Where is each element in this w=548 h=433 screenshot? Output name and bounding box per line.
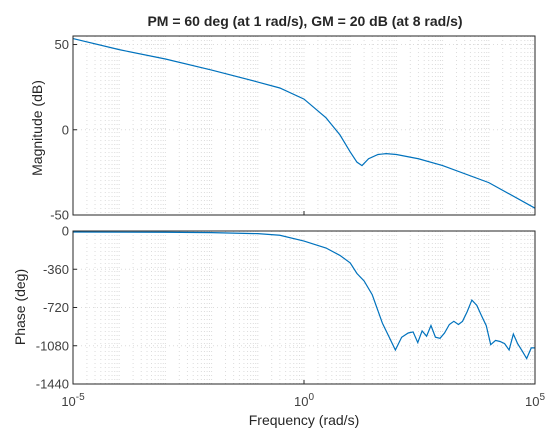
y-tick-label: -1440 <box>36 377 69 392</box>
phase-series-line <box>72 231 535 360</box>
y-tick-label: 0 <box>62 122 69 137</box>
phase-y-axis-label: Phase (deg) <box>12 269 28 345</box>
x-tick-label: 105 <box>525 392 545 409</box>
y-tick-label: -720 <box>43 300 69 315</box>
magnitude-grid <box>72 36 536 216</box>
x-tick-label: 10-5 <box>61 392 85 409</box>
magnitude-axes-box <box>72 35 536 216</box>
y-tick-label: 50 <box>55 37 69 52</box>
magnitude-y-ticks: 50 0 -50 <box>50 37 77 223</box>
phase-y-ticks: 0 -360 -720 -1080 -1440 <box>36 224 77 392</box>
y-tick-label: -1080 <box>36 338 69 353</box>
y-tick-label: -50 <box>50 208 69 223</box>
x-ticks: 10-5 100 105 <box>61 211 545 409</box>
x-axis-label: Frequency (rad/s) <box>249 412 359 428</box>
phase-grid <box>72 230 536 385</box>
y-tick-label: 0 <box>62 224 69 239</box>
y-tick-label: -360 <box>43 262 69 277</box>
magnitude-series-line <box>72 37 536 209</box>
x-tick-label: 100 <box>294 392 314 409</box>
magnitude-y-axis-label: Magnitude (dB) <box>29 80 45 176</box>
phase-axes-box <box>72 230 536 385</box>
chart-title: PM = 60 deg (at 1 rad/s), GM = 20 dB (at… <box>147 13 462 29</box>
